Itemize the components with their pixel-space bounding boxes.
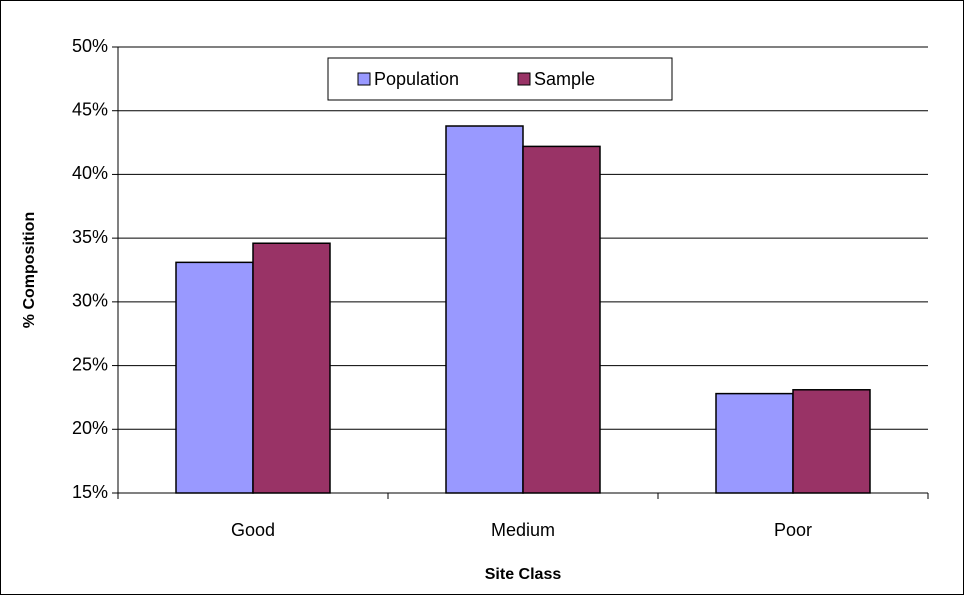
legend-box: [327, 57, 673, 101]
y-tick-label: 35%: [72, 227, 108, 247]
y-tick-label: 40%: [72, 163, 108, 183]
bar: [252, 242, 331, 494]
x-tick-label: Poor: [774, 520, 812, 540]
y-tick-label: 25%: [72, 354, 108, 374]
x-axis-title: Site Class: [485, 566, 562, 583]
y-tick-label: 50%: [72, 36, 108, 56]
y-tick-label: 45%: [72, 99, 108, 119]
legend-label: Sample: [534, 69, 595, 89]
bar: [715, 392, 794, 494]
bar: [445, 125, 524, 494]
y-tick-label: 30%: [72, 291, 108, 311]
x-tick-label: Good: [231, 520, 275, 540]
y-tick-label: 15%: [72, 482, 108, 502]
y-axis-title: % Composition: [21, 212, 38, 328]
legend-label: Population: [374, 69, 459, 89]
x-tick-label: Medium: [491, 520, 555, 540]
bar: [792, 389, 871, 494]
legend-swatch: [357, 72, 371, 86]
legend-swatch: [517, 72, 531, 86]
y-tick-label: 20%: [72, 418, 108, 438]
bar: [175, 261, 254, 494]
bar: [522, 145, 601, 494]
